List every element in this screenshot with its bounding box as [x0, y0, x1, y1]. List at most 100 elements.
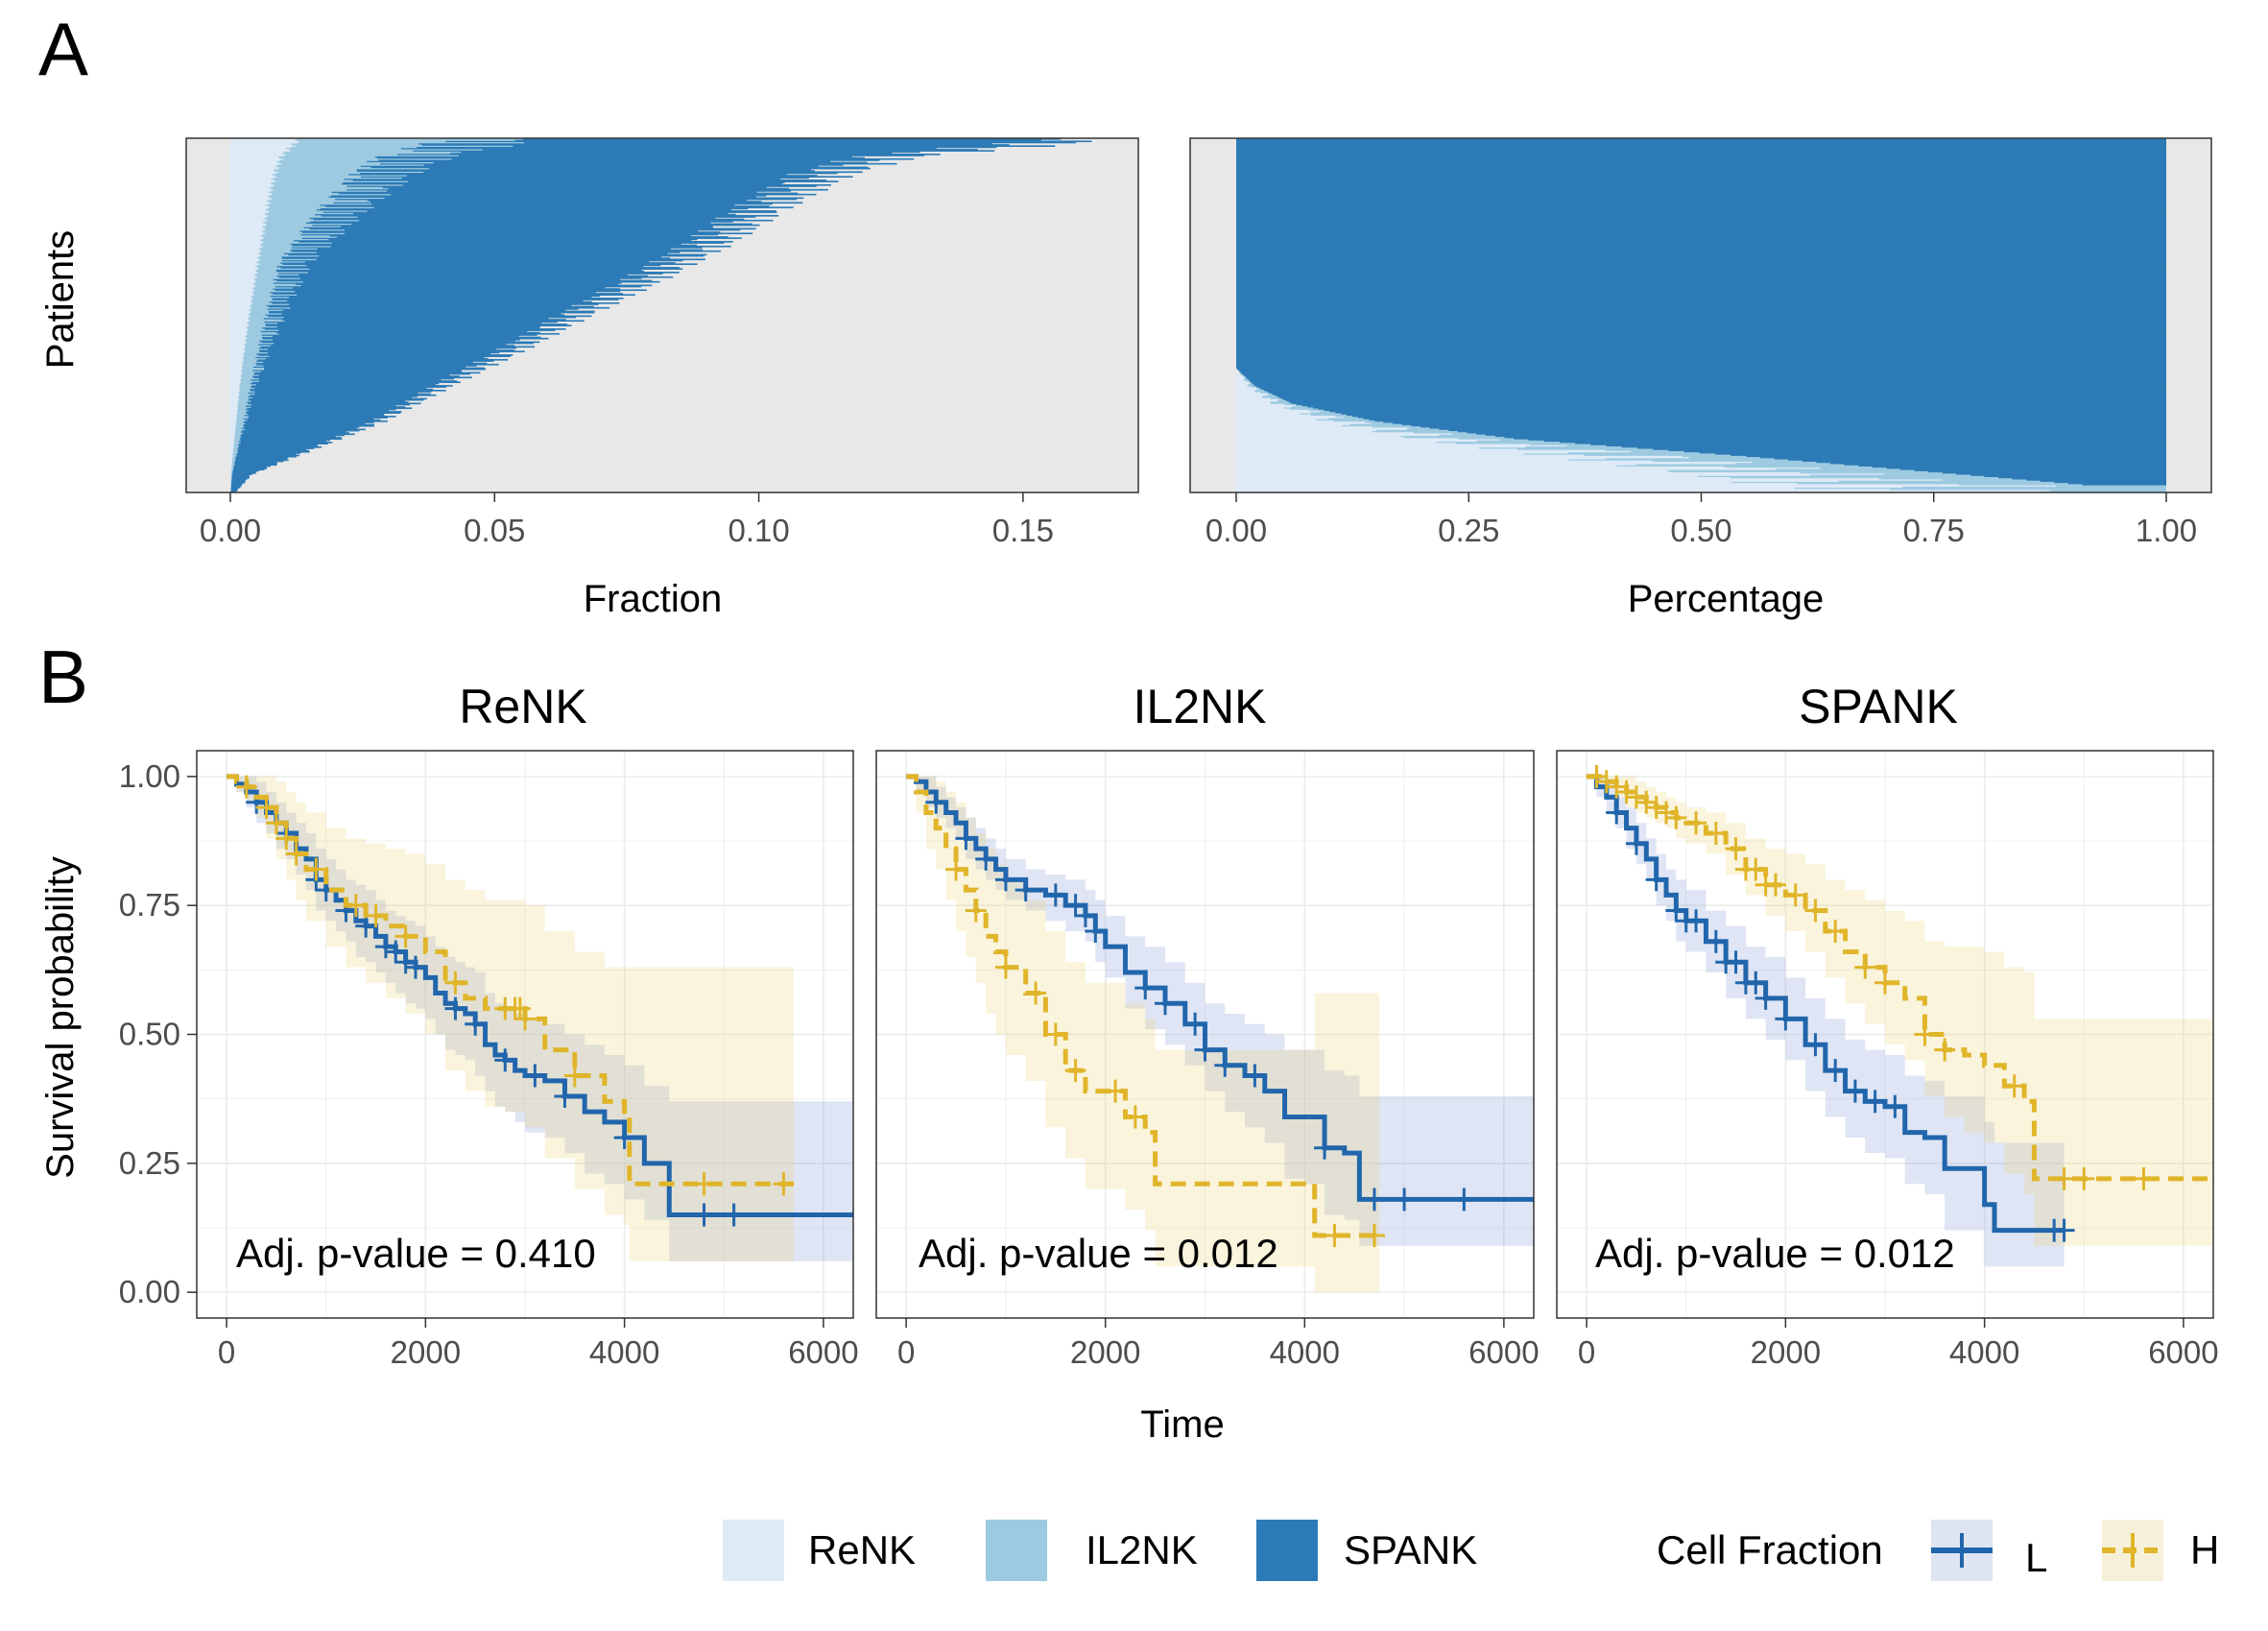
bar-spank: [258, 354, 513, 356]
bar-spank: [1236, 252, 2166, 253]
bar-il2nk: [281, 162, 380, 165]
bar-il2nk: [244, 355, 270, 357]
bar-spank: [524, 141, 1076, 144]
bar-spank: [235, 453, 297, 456]
bar-spank: [244, 420, 388, 422]
bar-renk: [1236, 383, 1249, 386]
bar-renk: [1236, 375, 1244, 377]
bar-renk: [1236, 488, 1795, 490]
bar-renk: [230, 372, 243, 374]
bar-spank: [1236, 346, 2166, 348]
bar-il2nk: [1248, 381, 1252, 384]
bar-il2nk: [1439, 434, 1487, 437]
bar-renk: [1236, 408, 1290, 411]
bar-il2nk: [231, 468, 233, 471]
bar-spank: [1318, 408, 2166, 411]
bar-il2nk: [268, 211, 323, 213]
bar-spank: [251, 403, 411, 406]
bar-renk: [1236, 376, 1245, 379]
bar-spank: [1236, 218, 2166, 221]
bar-spank: [320, 207, 749, 210]
bar-il2nk: [251, 303, 290, 305]
bar-spank: [321, 214, 779, 217]
survival-plot-renk: 0 2000 4000 6000 0.00 0.25 0.50 0.75 1.00: [119, 750, 859, 1370]
bar-spank: [290, 243, 681, 246]
bar-renk: [230, 344, 245, 346]
bar-spank: [260, 371, 463, 372]
bar-renk: [230, 221, 265, 223]
bar-spank: [1467, 432, 2166, 434]
bar-il2nk: [242, 367, 265, 370]
bar-spank: [1236, 164, 2166, 166]
bar-renk: [1236, 396, 1263, 397]
bar-spank: [1236, 299, 2166, 300]
bar-il2nk: [245, 339, 273, 341]
bar-spank: [272, 298, 624, 300]
bar-il2nk: [1734, 463, 1830, 465]
bar-il2nk: [264, 237, 302, 239]
bar-spank: [382, 186, 767, 189]
bar-spank: [1236, 182, 2166, 185]
bar-il2nk: [254, 289, 276, 292]
bar-il2nk: [252, 299, 273, 300]
bar-il2nk: [1567, 452, 1700, 454]
bar-spank: [1266, 391, 2166, 393]
bar-il2nk: [230, 484, 231, 487]
bar-il2nk: [255, 284, 301, 287]
bar-renk: [230, 294, 254, 296]
bar-renk: [230, 370, 242, 372]
bar-il2nk: [252, 298, 273, 300]
bar-spank: [1236, 264, 2166, 267]
bar-spank: [273, 278, 621, 280]
bar-spank: [1236, 199, 2166, 202]
bar-spank: [270, 291, 596, 294]
bar-spank: [1942, 472, 2166, 474]
bar-il2nk: [1239, 372, 1241, 374]
bar-renk: [230, 417, 237, 419]
bar-spank: [1236, 308, 2166, 310]
bar-renk: [1236, 398, 1279, 401]
bar-il2nk: [255, 265, 277, 268]
bar-il2nk: [258, 252, 284, 254]
bar-il2nk: [235, 427, 242, 429]
bar-spank: [1301, 404, 2166, 407]
bar-spank: [1236, 204, 2166, 206]
bar-spank: [1236, 168, 2166, 171]
bar-il2nk: [1343, 417, 1358, 419]
bar-il2nk: [1498, 439, 1529, 442]
bar-renk: [230, 160, 277, 162]
bar-spank: [1236, 167, 2166, 170]
bar-spank: [251, 389, 446, 392]
bar-renk: [230, 371, 242, 372]
bar-renk: [230, 365, 243, 367]
bar-renk: [230, 413, 237, 416]
bar-spank: [256, 352, 491, 355]
bar-renk: [230, 252, 259, 254]
bar-il2nk: [262, 245, 331, 248]
bar-spank: [344, 178, 780, 180]
bar-spank: [265, 324, 568, 325]
bar-spank: [1699, 452, 2166, 454]
bar-spank: [1236, 310, 2166, 313]
bar-spank: [1236, 249, 2166, 252]
bar-spank: [250, 394, 437, 396]
bar-spank: [257, 344, 507, 346]
bar-il2nk: [290, 142, 419, 145]
bar-il2nk: [271, 192, 339, 195]
bar-spank: [267, 308, 579, 310]
bar-spank: [1448, 429, 2166, 432]
fraction-axis-title: Fraction: [584, 578, 723, 620]
bar-il2nk: [254, 274, 299, 276]
bar-renk: [230, 268, 259, 270]
bar-spank: [1236, 284, 2166, 287]
bar-spank: [246, 412, 401, 414]
bar-spank: [300, 277, 642, 279]
bar-spank: [1439, 428, 2166, 431]
bar-il2nk: [230, 473, 232, 475]
bar-renk: [230, 279, 256, 282]
bar-il2nk: [233, 443, 239, 444]
bar-spank: [240, 437, 342, 439]
bar-spank: [1236, 270, 2166, 273]
bar-il2nk: [260, 244, 293, 247]
